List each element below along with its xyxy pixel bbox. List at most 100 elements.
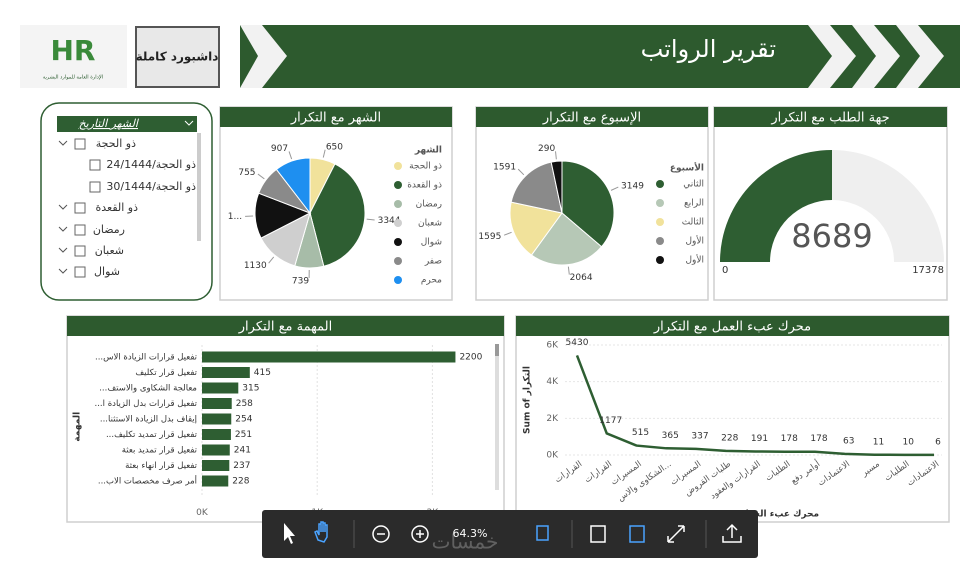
legend-swatch	[656, 218, 664, 226]
dashboard-button[interactable]	[135, 26, 220, 88]
bar	[202, 351, 456, 363]
zoom-in[interactable]	[411, 525, 429, 543]
scrollbar[interactable]	[197, 133, 201, 241]
data-label: 290	[538, 144, 555, 154]
leader-line	[366, 218, 375, 221]
button-label[interactable]: داشبورد كاملة	[136, 50, 219, 65]
legend-swatch	[656, 256, 664, 264]
data-label: 178	[781, 434, 798, 444]
expand-icon[interactable]	[58, 204, 68, 210]
watermark: خمسات	[432, 530, 499, 554]
y-axis-title: المهمة	[73, 412, 83, 442]
legend-label: رمضان	[416, 200, 442, 210]
data-label: 6	[935, 437, 941, 447]
data-label: 11	[873, 437, 884, 447]
card-header	[516, 316, 949, 336]
slicer-item[interactable]: ذو الحجة	[58, 137, 136, 150]
leader-line	[517, 168, 525, 176]
legend-swatch	[656, 237, 664, 245]
slicer-label[interactable]: رمضان	[93, 223, 125, 236]
pie-slice	[510, 161, 563, 214]
data-label: 1177	[599, 416, 622, 426]
checkbox[interactable]	[74, 245, 86, 257]
zoom-in-icon	[416, 530, 424, 538]
bar	[202, 367, 250, 378]
data-label: 258	[236, 399, 253, 409]
checkbox[interactable]	[74, 266, 86, 278]
data-label: 1595	[478, 232, 501, 242]
card-title: الشهر مع التكرار	[290, 111, 381, 126]
data-label: 237	[233, 461, 250, 471]
gauge-max: 17378	[912, 265, 944, 276]
scrollbar	[495, 344, 499, 490]
y-tick-label: تفعيل قرار تمديد بعثة	[122, 446, 198, 456]
slicer-label[interactable]: ذو الحجة	[96, 137, 136, 150]
slicer-label[interactable]: شوال	[94, 265, 120, 278]
bar	[202, 398, 232, 409]
card-header	[714, 107, 947, 127]
slicer-dropdown[interactable]	[184, 120, 194, 126]
expand-icon[interactable]	[58, 226, 68, 232]
leader-line	[288, 151, 293, 160]
y-tick-label: 0K	[546, 451, 559, 461]
pie-slice	[309, 163, 366, 267]
slicer-item[interactable]: ذو القعدة	[58, 201, 138, 214]
slicer-label[interactable]: ذو الحجة/30/1444	[106, 180, 196, 193]
data-label: 251	[235, 430, 252, 440]
hand-tool[interactable]	[314, 521, 328, 543]
data-label: 415	[254, 368, 271, 378]
legend-swatch	[394, 200, 402, 208]
data-label: 10	[903, 437, 915, 447]
expand-icon[interactable]	[58, 247, 68, 253]
data-label: 739	[292, 276, 309, 286]
slicer-item[interactable]: شعبان	[58, 244, 124, 257]
slicer-label[interactable]: شعبان	[95, 244, 124, 257]
legend-title: الشهر	[414, 146, 442, 156]
y-axis-title: Sum of التكرار	[523, 366, 533, 434]
y-tick-label: ...تفعيل قرارات الزيادة الاس	[95, 353, 198, 363]
y-tick-label: 2K	[546, 414, 559, 424]
checkbox[interactable]	[74, 138, 86, 150]
legend-swatch	[394, 181, 402, 189]
expand-icon[interactable]	[58, 268, 68, 274]
slicer-item[interactable]: شوال	[58, 265, 120, 278]
slicer-label[interactable]: ذو القعدة	[95, 201, 138, 214]
zoom-out[interactable]	[372, 525, 390, 543]
data-label: 254	[235, 415, 252, 425]
data-label: 3149	[621, 181, 644, 191]
data-label: 907	[271, 144, 288, 154]
checkbox[interactable]	[74, 202, 86, 214]
fullscreen[interactable]	[667, 525, 685, 543]
slicer-label[interactable]: ذو الحجة/24/1444	[106, 158, 196, 171]
pointer-tool[interactable]	[284, 523, 295, 544]
card-title: الإسبوع مع التكرار	[542, 111, 641, 126]
data-label: 5430	[566, 338, 589, 348]
logo-caption: الإدارة العامة للموارد البشرية	[43, 75, 103, 81]
x-tick-label: 0K	[196, 508, 209, 518]
fit-width[interactable]	[629, 525, 645, 543]
legend-swatch	[394, 257, 402, 265]
slicer-item[interactable]: رمضان	[58, 223, 125, 236]
copy-tool[interactable]	[536, 525, 549, 541]
line	[575, 355, 935, 457]
chevron	[896, 25, 944, 88]
fit-page[interactable]	[590, 525, 606, 543]
legend-label: الأول	[685, 254, 704, 266]
expand-icon[interactable]	[58, 140, 68, 146]
gauge-value: 8689	[791, 217, 872, 255]
checkbox[interactable]	[89, 181, 101, 193]
y-tick-label: ...معالجة الشكاوى والاستف	[99, 384, 197, 394]
data-label: 1130	[244, 261, 267, 271]
y-tick-label: تفعيل قرار تكليف	[135, 368, 197, 378]
share[interactable]	[722, 523, 742, 543]
data-label: 241	[234, 446, 251, 456]
checkbox[interactable]	[89, 159, 101, 171]
checkbox[interactable]	[74, 224, 86, 236]
slicer-item[interactable]: ذو الحجة/24/1444	[89, 158, 196, 171]
zoom-level[interactable]: 64.3%	[453, 527, 488, 540]
pie-slice	[561, 160, 615, 248]
legend-label: الرابع	[684, 199, 704, 209]
data-label: 650	[326, 142, 343, 152]
slicer-item[interactable]: ذو الحجة/30/1444	[89, 180, 196, 193]
card-header	[220, 107, 452, 127]
